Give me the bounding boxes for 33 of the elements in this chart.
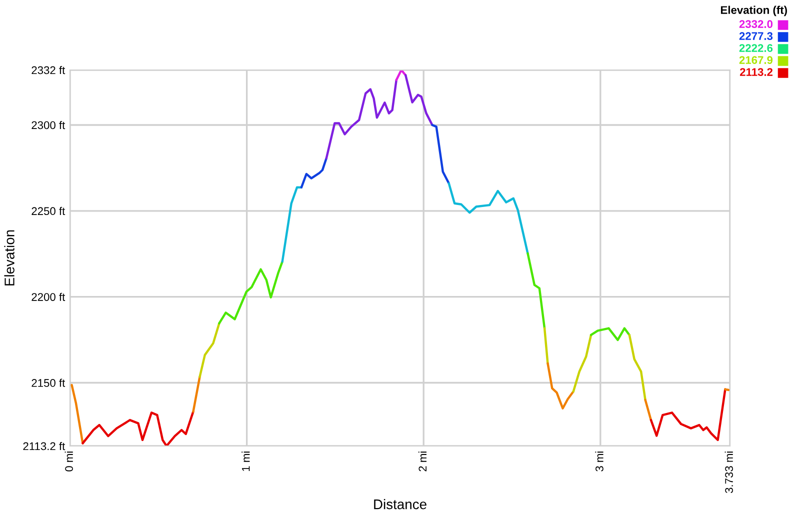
y-tick-label: 2250 ft bbox=[32, 206, 66, 216]
line-series bbox=[448, 182, 529, 254]
y-axis-title: Elevation bbox=[4, 230, 14, 286]
y-tick-label: 2332 ft bbox=[32, 66, 66, 74]
line-series bbox=[546, 362, 574, 410]
line-series bbox=[590, 327, 631, 342]
line-series bbox=[82, 410, 194, 446]
line-series bbox=[572, 334, 592, 393]
line-series bbox=[526, 252, 546, 330]
x-axis-title: Distance bbox=[374, 499, 426, 510]
y-tick-label: 2150 ft bbox=[32, 378, 66, 387]
line-series bbox=[198, 322, 220, 378]
x-tick-label: 0 mi bbox=[64, 452, 73, 472]
x-tick-label: 1 mi bbox=[242, 452, 250, 472]
line-series bbox=[404, 74, 434, 126]
color-bar-label: 2113.2 bbox=[740, 68, 773, 76]
color-bar-label: 2167.9 bbox=[739, 56, 773, 64]
y-tick-label: 2113.2 ft bbox=[23, 442, 66, 450]
color-bar-label: 2222.6 bbox=[739, 44, 773, 52]
x-tick-label: 3 mi bbox=[595, 452, 604, 472]
y-tick-label: 2200 ft bbox=[32, 292, 66, 301]
y-tick-label: 2300 ft bbox=[32, 120, 66, 130]
line-series bbox=[431, 124, 450, 185]
color-bar-title: Elevation (ft) bbox=[720, 6, 787, 16]
x-tick-label: 3.733 mi bbox=[724, 452, 733, 494]
x-tick-label: 2 mi bbox=[418, 452, 426, 472]
line-series bbox=[650, 388, 726, 442]
line-series bbox=[628, 334, 646, 402]
line-series bbox=[300, 157, 328, 188]
color-bar-label: 2277.3 bbox=[739, 32, 773, 40]
color-bar-label: 2332.0 bbox=[739, 20, 773, 28]
line-series bbox=[218, 260, 284, 324]
line-series bbox=[325, 78, 398, 160]
